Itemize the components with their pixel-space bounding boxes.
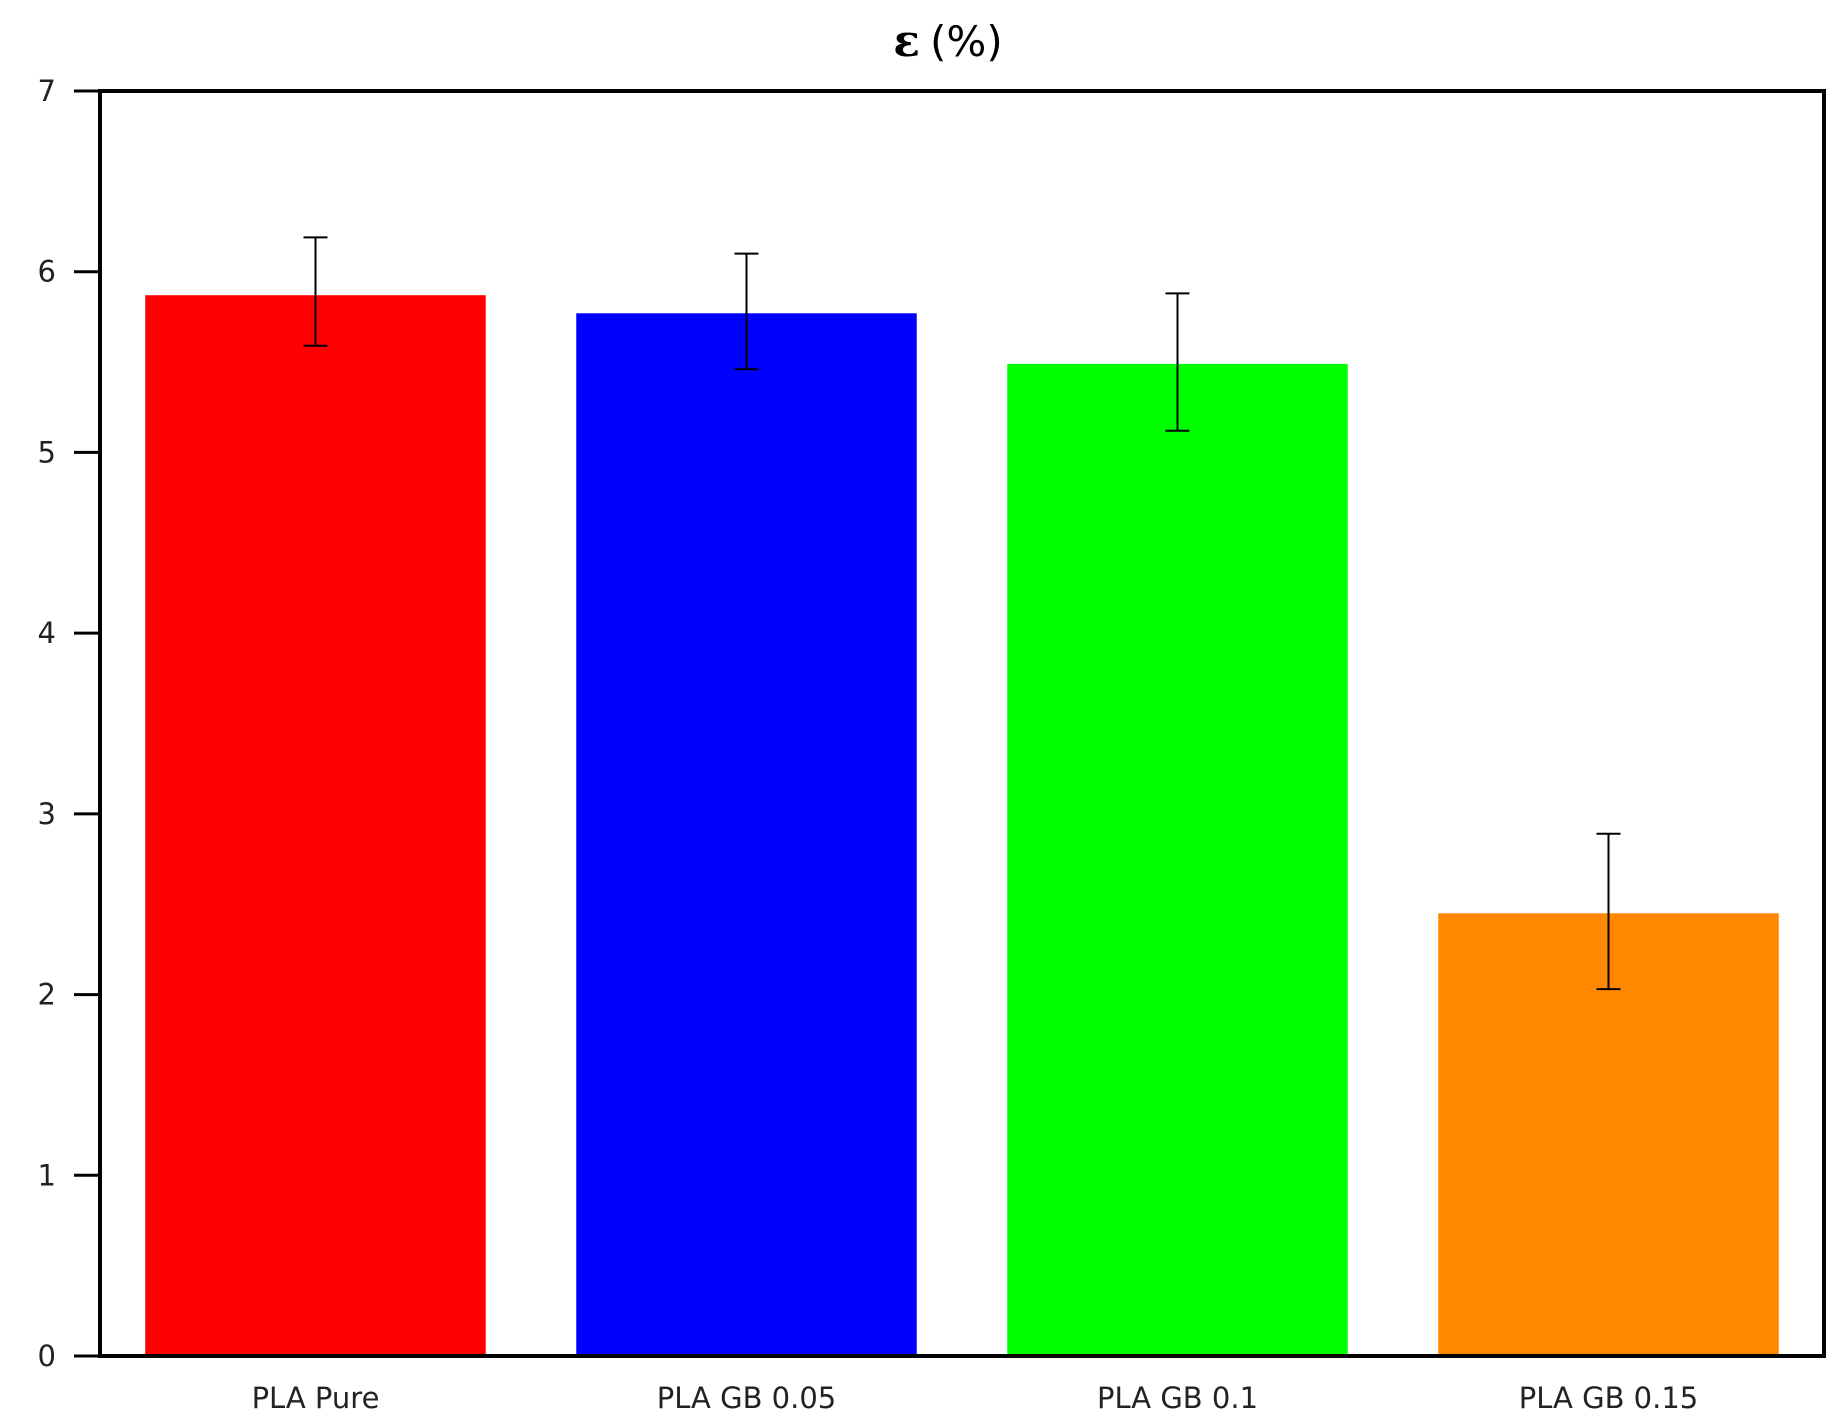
y-tick-label-1: 1 [38,1158,56,1192]
error-bar-0 [303,236,328,347]
x-tick-label-3: PLA GB 0.15 [1519,1381,1699,1415]
chart-title: ε (%) [893,16,1002,67]
error-bar-3 [1596,832,1621,991]
y-tick-label-6: 6 [38,255,56,289]
y-tick-label-3: 3 [38,797,56,831]
bars-group [145,295,1779,1357]
x-tick-label-1: PLA GB 0.05 [657,1381,837,1415]
y-axis: 0 1 2 3 4 5 6 7 [38,74,100,1373]
chart-title-unit: (%) [930,17,1003,66]
x-axis: PLA Pure PLA GB 0.05 PLA GB 0.1 PLA GB 0.15 [252,1381,1699,1415]
y-tick-label-0: 0 [38,1339,56,1373]
error-bar-1 [734,252,759,371]
bar-2 [1007,363,1348,1357]
y-tick-label-7: 7 [38,74,56,108]
y-tick-label-4: 4 [38,616,56,650]
plot-frame [98,89,1826,1358]
y-tick-label-2: 2 [38,978,56,1012]
bar-1 [576,313,917,1356]
x-tick-label-2: PLA GB 0.1 [1097,1381,1258,1415]
error-bar-2 [1165,292,1190,432]
error-bars-group [303,236,1621,991]
x-tick-label-0: PLA Pure [252,1381,380,1415]
chart-title-symbol: ε [893,16,920,67]
bar-0 [145,295,486,1356]
y-tick-label-5: 5 [38,435,56,469]
